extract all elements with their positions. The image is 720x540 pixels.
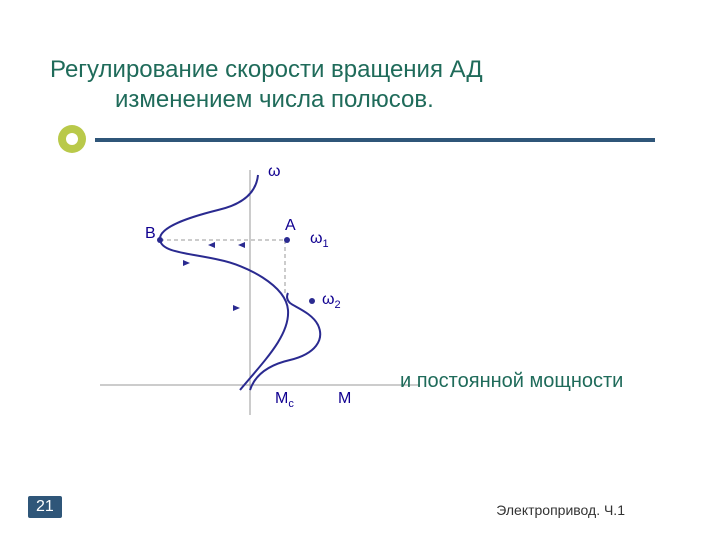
label-Mc: Mс bbox=[275, 390, 294, 410]
label-omega1-sub: 1 bbox=[323, 238, 329, 250]
label-omega2-sub: 2 bbox=[335, 299, 341, 311]
title-block: Регулирование скорости вращения АД измен… bbox=[50, 55, 483, 115]
bullet-bar bbox=[40, 130, 680, 148]
chart-svg bbox=[90, 165, 430, 425]
label-M: M bbox=[338, 390, 351, 408]
bullet-line bbox=[95, 138, 655, 142]
label-omega1: ω1 bbox=[310, 230, 329, 250]
slide: Регулирование скорости вращения АД измен… bbox=[0, 0, 720, 540]
label-Mc-sub: с bbox=[288, 398, 294, 410]
label-omega2: ω2 bbox=[322, 291, 341, 311]
label-Mc-text: M bbox=[275, 390, 288, 407]
title-line-1: Регулирование скорости вращения АД bbox=[50, 55, 483, 85]
chart: ω ω1 ω2 A B Mс M bbox=[90, 165, 430, 425]
title-line-2: изменением числа полюсов. bbox=[50, 85, 483, 115]
page-number: 21 bbox=[28, 496, 62, 518]
label-A: A bbox=[285, 217, 296, 235]
label-omega1-text: ω bbox=[310, 230, 323, 247]
bullet-dot-inner-icon bbox=[66, 133, 78, 145]
label-B: B bbox=[145, 225, 156, 243]
footer-text: Электропривод. Ч.1 bbox=[496, 502, 625, 518]
label-omega: ω bbox=[268, 163, 281, 181]
subtitle: и постоянной мощности bbox=[400, 370, 623, 393]
label-omega2-text: ω bbox=[322, 291, 335, 308]
